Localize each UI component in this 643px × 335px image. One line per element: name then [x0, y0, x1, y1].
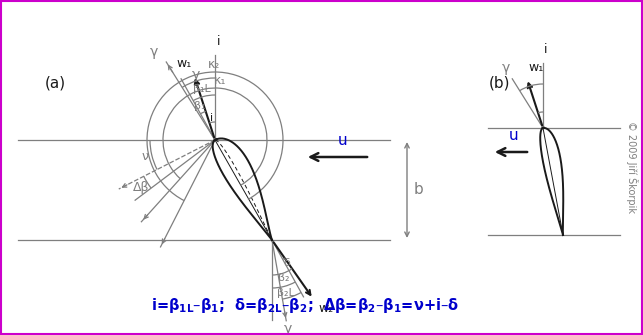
Text: © 2009 Jiří Škorpik: © 2009 Jiří Škorpik	[626, 121, 638, 213]
Text: u: u	[338, 133, 347, 148]
Text: γ: γ	[284, 322, 292, 335]
Text: β₁L: β₁L	[193, 84, 211, 94]
Text: ν: ν	[141, 150, 149, 163]
Text: β₂: β₂	[278, 273, 290, 283]
Text: (b): (b)	[489, 75, 511, 90]
Text: κ₂: κ₂	[208, 58, 220, 70]
Text: w₂: w₂	[318, 302, 334, 315]
Text: u: u	[509, 128, 519, 143]
Text: (a): (a)	[44, 75, 66, 90]
Text: κ₁: κ₁	[213, 74, 226, 87]
Text: i: i	[210, 113, 213, 123]
Text: γ: γ	[192, 68, 201, 82]
Text: i: i	[217, 35, 221, 48]
Text: b: b	[414, 183, 424, 198]
Text: Δβ: Δβ	[133, 182, 149, 194]
Text: δ: δ	[283, 258, 290, 268]
Text: β₁: β₁	[194, 101, 206, 111]
Text: β₂L: β₂L	[277, 288, 294, 298]
Text: i=β$_{\mathregular{1L}}$–β$_{\mathregular{1}}$;  δ=β$_{\mathregular{2L}}$–β$_{\m: i=β$_{\mathregular{1L}}$–β$_{\mathregula…	[151, 296, 459, 315]
Text: γ: γ	[502, 61, 511, 75]
Text: w₁: w₁	[177, 57, 192, 70]
Text: w₁: w₁	[529, 61, 544, 74]
Text: i: i	[544, 43, 548, 56]
Text: γ: γ	[150, 45, 158, 59]
